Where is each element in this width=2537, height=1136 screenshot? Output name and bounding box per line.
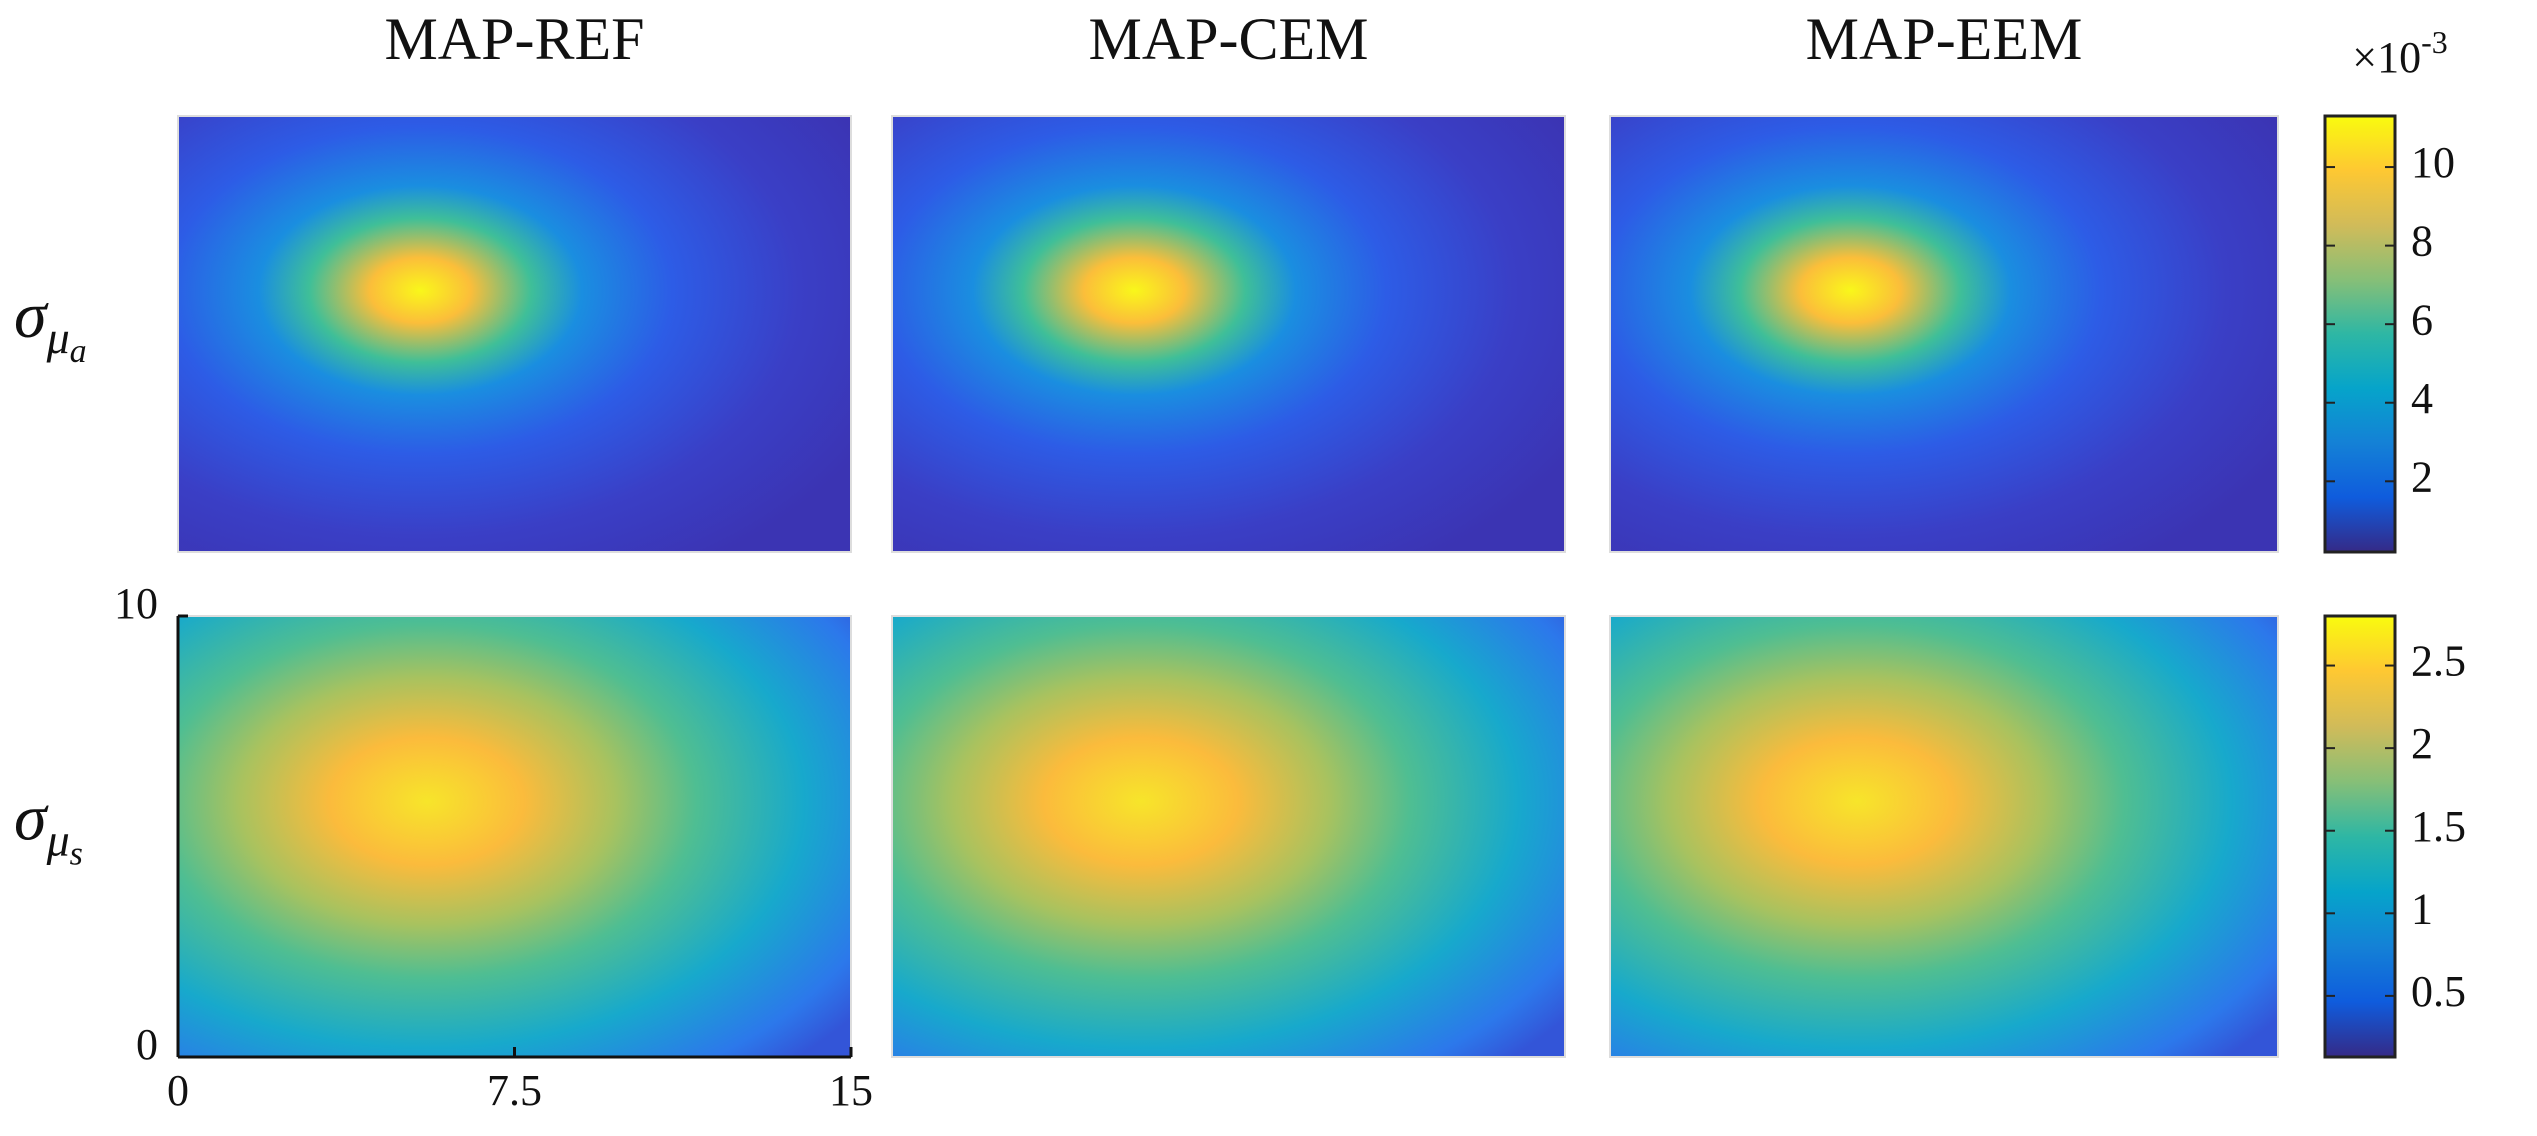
heatmap (891, 115, 1566, 553)
multiplier-base: ×10 (2352, 33, 2421, 82)
row-label: σμa (14, 279, 87, 370)
column-title: MAP-EEM (1806, 6, 2083, 72)
colorbar (2323, 614, 2397, 1059)
row-label: σμs (14, 782, 83, 873)
row-subsub: a (70, 333, 87, 370)
heatmap (177, 615, 852, 1058)
colorbar-tick-label: 2.5 (2411, 637, 2466, 686)
row-sub: μ (46, 312, 70, 363)
colorbar-tick-label: 4 (2411, 374, 2433, 423)
column-title: MAP-CEM (1088, 6, 1368, 72)
row-subsub: s (70, 835, 83, 872)
heatmap (1609, 615, 2279, 1058)
heatmap (891, 615, 1566, 1058)
colorbar-tick-label: 1.5 (2411, 802, 2466, 851)
colorbar-multiplier: ×10-3 (2352, 24, 2447, 82)
colorbar-tick-label: 0.5 (2411, 967, 2466, 1016)
colorbar-tick-label: 2 (2411, 719, 2433, 768)
heatmap (1609, 115, 2279, 553)
colorbar-tick-label: 6 (2411, 295, 2433, 344)
x-tick-label: 7.5 (487, 1066, 542, 1115)
colorbar-tick-label: 8 (2411, 217, 2433, 266)
heatmap (177, 115, 852, 553)
y-tick-label: 10 (114, 579, 158, 628)
multiplier-exp: -3 (2421, 24, 2448, 60)
colorbar-tick-label: 10 (2411, 138, 2455, 187)
colorbar (2323, 114, 2397, 554)
colorbar-tick-label: 1 (2411, 884, 2433, 933)
y-tick-label: 0 (136, 1020, 158, 1069)
row-symbol: σ (14, 279, 49, 352)
x-tick-label: 0 (167, 1066, 189, 1115)
column-title: MAP-REF (384, 6, 644, 72)
row-sub: μ (46, 814, 70, 865)
colorbar-tick-label: 2 (2411, 452, 2433, 501)
x-tick-label: 15 (829, 1066, 873, 1115)
row-symbol: σ (14, 782, 49, 855)
